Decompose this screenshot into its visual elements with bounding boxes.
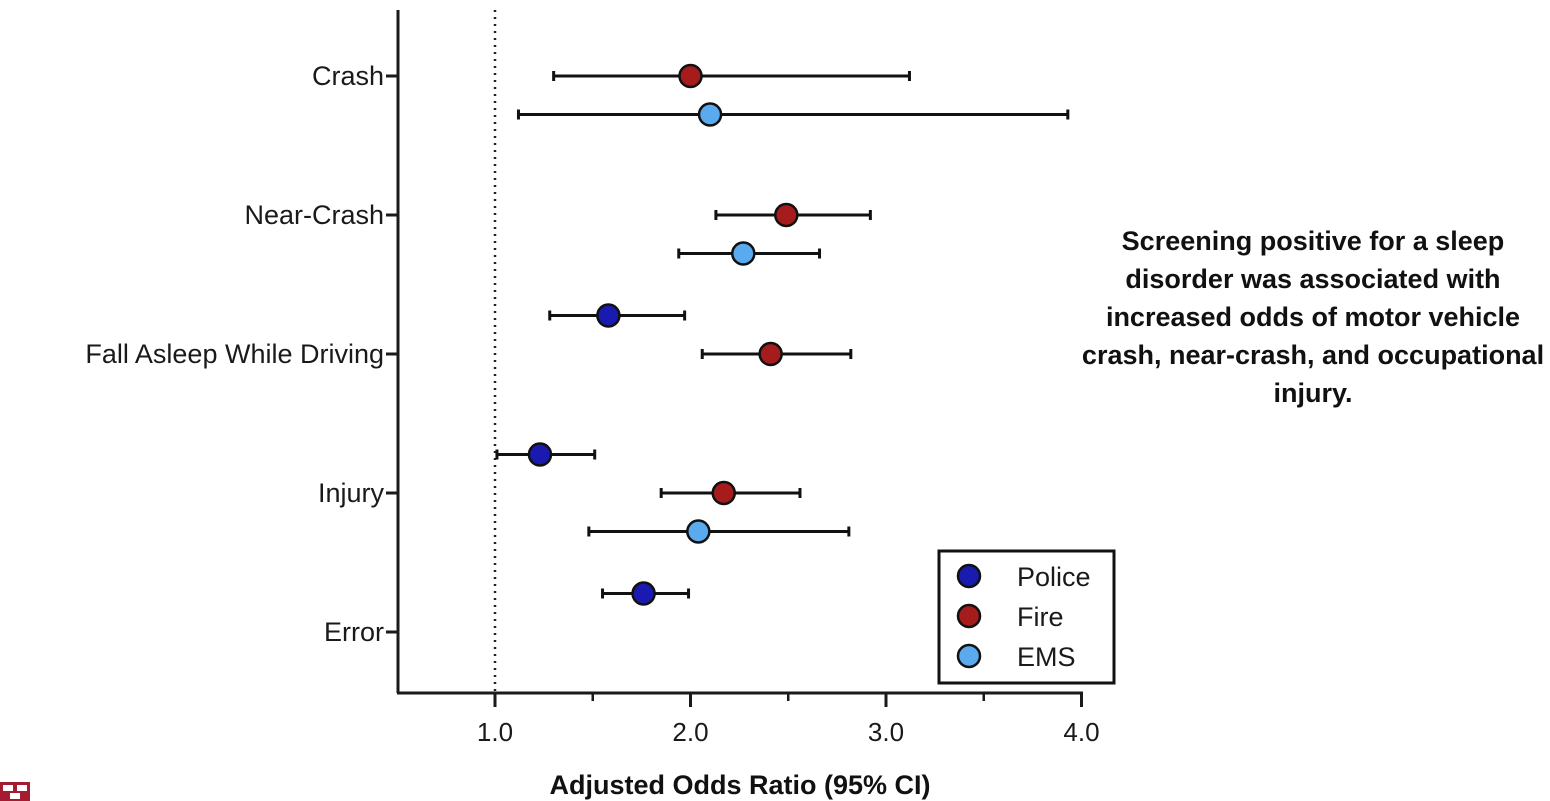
- y-category-label-crash: Crash: [312, 61, 384, 91]
- point-near-crash-ems: [731, 241, 756, 266]
- point-fall-asleep-while-driving-fire: [758, 341, 783, 367]
- point-injury-fire: [711, 480, 736, 506]
- legend-marker-police: [956, 563, 982, 589]
- institution-logo: [0, 782, 30, 801]
- y-category-label-error: Error: [324, 617, 384, 647]
- y-category-label-fall-asleep-while-driving: Fall Asleep While Driving: [85, 339, 384, 369]
- y-category-label-injury: Injury: [318, 478, 385, 508]
- legend-label-ems: EMS: [1017, 642, 1076, 672]
- confidence-intervals-layer: [495, 71, 1070, 599]
- point-crash-fire: [678, 63, 703, 89]
- legend: Police Fire EMS: [937, 549, 1116, 685]
- point-near-crash-fire: [774, 202, 799, 228]
- legend-label-fire: Fire: [1017, 602, 1064, 632]
- y-category-label-near-crash: Near-Crash: [244, 200, 384, 230]
- legend-marker-fire: [956, 603, 982, 629]
- annotation-text: Screening positive for a sleep disorder …: [1081, 226, 1545, 408]
- ci-crash-ems: [516, 109, 1070, 120]
- ci-crash-fire: [552, 71, 911, 81]
- x-ticks-layer: 1.0 2.0 3.0 4.0: [477, 693, 1100, 747]
- point-injury-ems: [686, 519, 711, 544]
- point-error-police: [631, 581, 656, 606]
- point-fall-asleep-while-driving-police: [596, 303, 621, 328]
- y-categories-layer: Crash Near-Crash Fall Asleep While Driving…: [85, 61, 398, 647]
- x-tick-label-2-0: 2.0: [672, 717, 708, 747]
- x-tick-label-1-0: 1.0: [477, 717, 513, 747]
- x-axis-title: Adjusted Odds Ratio (95% CI): [549, 770, 930, 800]
- ci-injury-ems: [587, 526, 851, 537]
- x-tick-label-3-0: 3.0: [868, 717, 904, 747]
- points-layer: [527, 63, 799, 606]
- axes-layer: [396, 10, 1083, 695]
- point-crash-ems: [697, 102, 723, 127]
- point-injury-police: [527, 442, 553, 467]
- legend-marker-ems: [956, 643, 982, 669]
- legend-label-police: Police: [1017, 562, 1091, 592]
- x-tick-label-4-0: 4.0: [1063, 717, 1099, 747]
